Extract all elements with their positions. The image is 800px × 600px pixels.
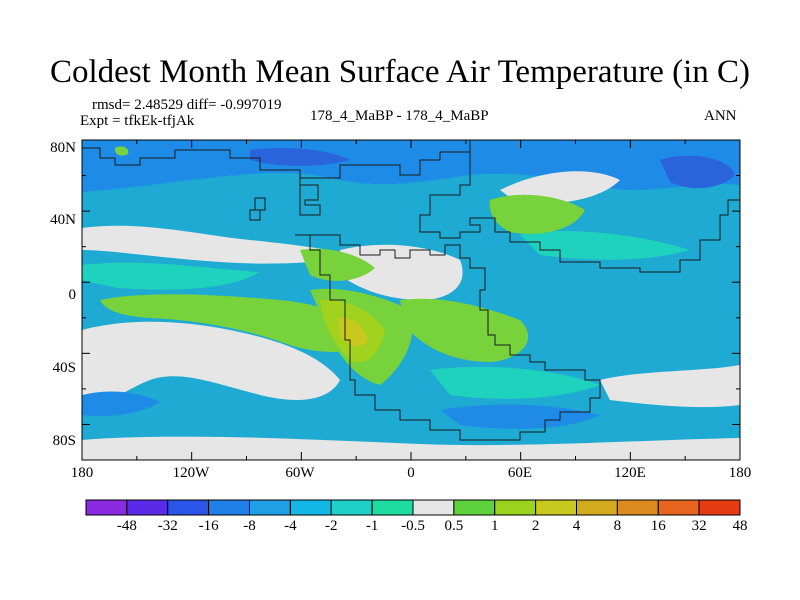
- lat-label-0: 0: [68, 287, 77, 303]
- green-zone-atlantic: [100, 294, 380, 352]
- coastline: [82, 140, 740, 273]
- experiment-label: Expt = tfkEk-tfjAk: [80, 113, 195, 129]
- colorbar-swatch: [616, 499, 659, 516]
- colorbar: [85, 499, 741, 516]
- neutral-zone-southeast: [600, 365, 740, 408]
- stats-label: rmsd= 2.48529 diff= -0.997019: [92, 97, 282, 113]
- green-zone-arctic-small: [114, 146, 129, 156]
- map-field: [82, 140, 740, 460]
- neutral-band-north: [82, 225, 360, 264]
- neutral-zone-central: [340, 244, 463, 300]
- colorbar-swatch: [330, 499, 373, 516]
- lat-label-40s: 40S: [52, 360, 76, 376]
- colorbar-swatch: [371, 499, 414, 516]
- colorbar-label: -4: [284, 518, 297, 534]
- arctic-cold-patch: [660, 155, 735, 189]
- tick-marks: [81, 139, 741, 461]
- colorbar-label: -8: [243, 518, 256, 534]
- colorbar-label: -0.5: [401, 518, 425, 534]
- green-zone-africa: [400, 298, 529, 362]
- case-label: 178_4_MaBP - 178_4_MaBP: [310, 108, 489, 124]
- lon-label-120w: 120W: [172, 465, 210, 481]
- colorbar-label: 2: [531, 518, 540, 534]
- colorbar-label: -1: [365, 518, 379, 534]
- colorbar-label: 1: [491, 518, 499, 534]
- colorbar-swatch: [535, 499, 577, 516]
- colorbar-swatch: [494, 499, 537, 516]
- arctic-cold-patch-2: [250, 148, 350, 166]
- neutral-band-south: [82, 321, 340, 415]
- green-zone-asia: [489, 194, 585, 234]
- colorbar-label: 48: [732, 518, 748, 534]
- lon-label-120e: 120E: [614, 465, 646, 481]
- lon-label-60e: 60E: [507, 465, 533, 481]
- teal-zone-3: [520, 230, 690, 260]
- colorbar-label: 0.5: [444, 518, 464, 534]
- lon-label-0: 0: [407, 465, 415, 481]
- colorbar-swatch: [208, 499, 250, 516]
- colorbar-swatch: [453, 499, 496, 516]
- cold-zone-south: [440, 404, 600, 429]
- teal-zone-1: [82, 262, 260, 290]
- season-label: ANN: [704, 108, 737, 124]
- colorbar-swatch: [126, 499, 169, 516]
- colorbar-swatch: [249, 499, 291, 516]
- plot-title: Coldest Month Mean Surface Air Temperatu…: [50, 54, 750, 90]
- colorbar-label: 4: [572, 518, 581, 534]
- colorbar-label: -2: [325, 518, 338, 534]
- lon-label-180e: 180: [728, 465, 752, 481]
- colorbar-label: 16: [650, 518, 666, 534]
- green-zone-north-africa: [300, 248, 375, 281]
- lat-label-40n: 40N: [50, 212, 76, 228]
- coastline-southern: [295, 234, 601, 441]
- colorbar-swatch: [167, 499, 210, 516]
- colorbar-label: -32: [157, 518, 178, 534]
- colorbar-label: -48: [116, 518, 137, 534]
- teal-zone-2: [430, 366, 600, 399]
- colorbar-swatch: [698, 499, 741, 516]
- colorbar-label: -16: [198, 518, 219, 534]
- colorbar-swatch: [657, 499, 700, 516]
- colorbar-swatch: [289, 499, 332, 516]
- lat-label-80n: 80N: [50, 140, 76, 156]
- colorbar-swatch: [412, 499, 455, 516]
- lon-label-180w: 180: [70, 465, 94, 481]
- coastline-inland-1: [249, 197, 266, 221]
- colorbar-label: 8: [613, 518, 622, 534]
- colorbar-label: 32: [691, 518, 707, 534]
- cold-zone-southwest: [82, 391, 160, 417]
- neutral-band-far-south: [82, 436, 740, 460]
- lon-label-60w: 60W: [285, 465, 315, 481]
- colorbar-swatch: [85, 499, 128, 516]
- colorbar-swatch: [576, 499, 618, 516]
- lat-label-80s: 80S: [52, 433, 76, 449]
